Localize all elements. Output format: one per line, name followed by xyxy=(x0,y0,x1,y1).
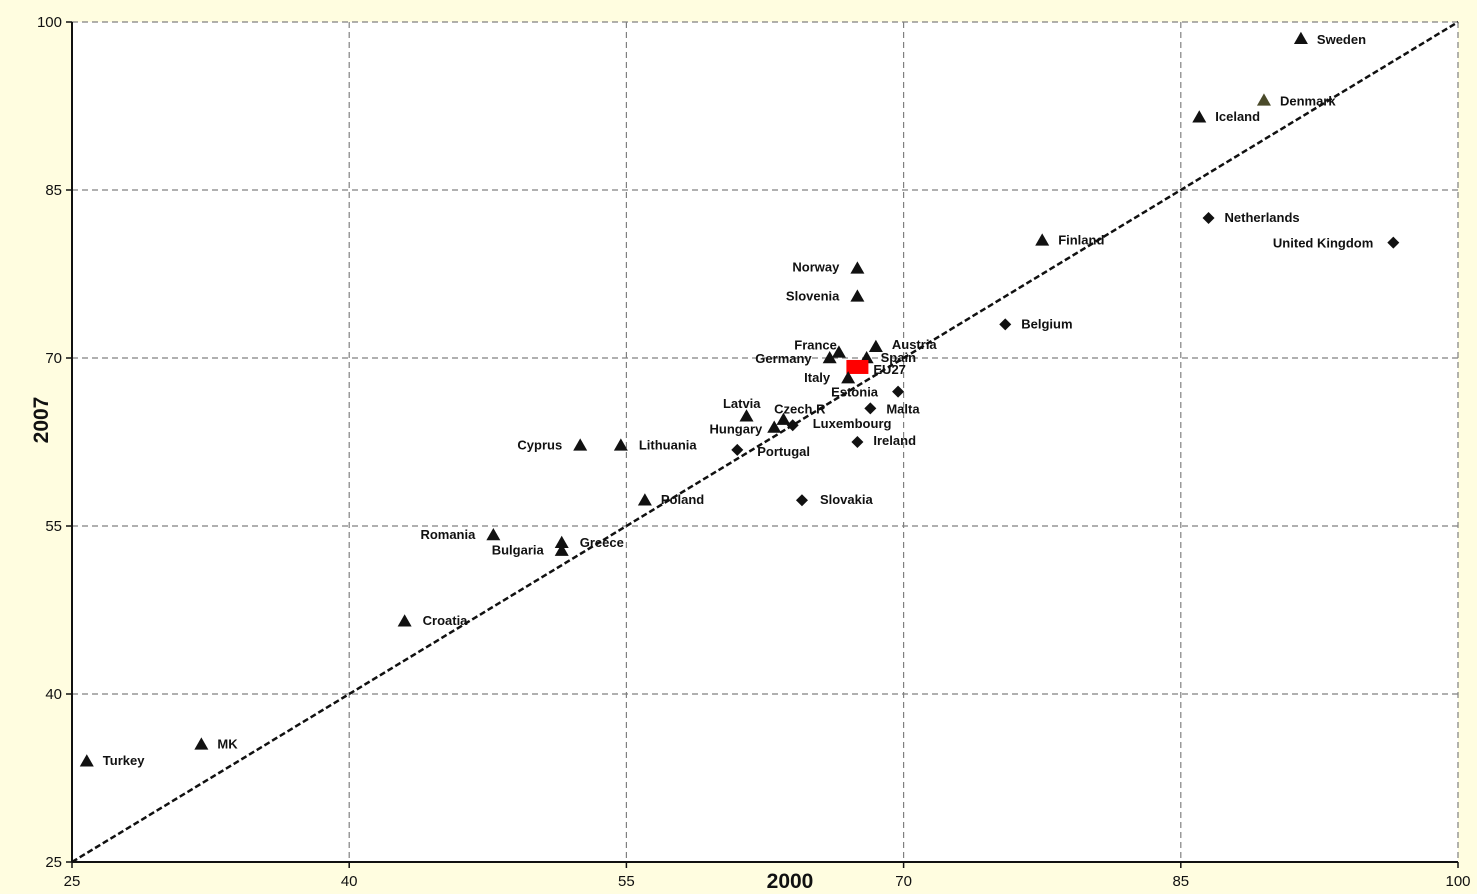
label-france: France xyxy=(794,337,837,352)
point-malta xyxy=(864,402,877,415)
y-tick-label: 100 xyxy=(37,14,62,31)
point-netherlands xyxy=(1202,212,1215,224)
label-ireland: Ireland xyxy=(873,433,916,448)
point-luxembourg xyxy=(786,419,799,432)
y-tick-label: 70 xyxy=(45,350,62,367)
label-czech-r: Czech R xyxy=(774,402,826,417)
point-belgium xyxy=(999,318,1012,331)
x-tick-label: 40 xyxy=(341,873,358,890)
point-ireland xyxy=(851,436,864,448)
x-tick-label: 70 xyxy=(895,873,912,890)
point-mk xyxy=(194,737,209,750)
point-united-kingdom xyxy=(1387,236,1400,249)
label-slovakia: Slovakia xyxy=(820,492,874,507)
y-tick-label: 85 xyxy=(45,182,62,199)
reference-line xyxy=(71,20,1459,864)
point-croatia xyxy=(397,614,412,627)
label-croatia: Croatia xyxy=(423,613,469,628)
point-france xyxy=(831,345,846,358)
y-axis-title: 2007 xyxy=(30,397,53,444)
axes xyxy=(66,21,1459,868)
label-malta: Malta xyxy=(886,401,920,416)
point-latvia xyxy=(739,409,754,422)
point-finland xyxy=(1035,233,1050,246)
label-luxembourg: Luxembourg xyxy=(813,416,892,431)
label-united-kingdom: United Kingdom xyxy=(1273,236,1373,251)
point-cyprus xyxy=(573,438,588,451)
point-poland xyxy=(637,493,652,506)
label-eu27: EU27 xyxy=(873,362,906,377)
label-slovenia: Slovenia xyxy=(786,288,840,303)
reference-line-group xyxy=(71,20,1459,864)
label-greece: Greece xyxy=(580,535,624,550)
label-austria: Austria xyxy=(892,337,938,352)
data-points xyxy=(79,31,1400,767)
point-slovakia xyxy=(795,494,808,507)
point-austria xyxy=(868,339,883,353)
x-tick-label: 100 xyxy=(1445,873,1470,890)
label-estonia: Estonia xyxy=(831,385,879,400)
label-turkey: Turkey xyxy=(103,753,145,768)
point-estonia xyxy=(892,385,905,398)
label-cyprus: Cyprus xyxy=(517,437,562,452)
label-latvia: Latvia xyxy=(723,396,761,411)
label-hungary: Hungary xyxy=(710,421,764,436)
point-denmark xyxy=(1256,93,1271,106)
point-germany xyxy=(822,351,837,364)
label-norway: Norway xyxy=(792,259,840,274)
point-norway xyxy=(850,261,865,274)
label-romania: Romania xyxy=(420,527,476,542)
point-eu27 xyxy=(846,359,869,374)
x-tick-label: 85 xyxy=(1172,873,1189,890)
label-poland: Poland xyxy=(661,492,704,507)
x-axis-title: 2000 xyxy=(767,870,814,893)
point-greece xyxy=(554,535,569,549)
label-sweden: Sweden xyxy=(1317,32,1366,47)
label-lithuania: Lithuania xyxy=(639,437,698,452)
point-bulgaria xyxy=(554,543,569,556)
x-tick-label: 55 xyxy=(618,873,635,890)
point-hungary xyxy=(767,420,782,433)
label-iceland: Iceland xyxy=(1215,109,1260,124)
label-bulgaria: Bulgaria xyxy=(492,543,545,558)
point-czech-r xyxy=(776,412,791,425)
y-tick-label: 55 xyxy=(45,518,62,535)
label-italy: Italy xyxy=(804,370,831,385)
label-netherlands: Netherlands xyxy=(1225,210,1300,225)
label-belgium: Belgium xyxy=(1021,316,1072,331)
point-slovenia xyxy=(850,289,865,302)
x-tick-label: 25 xyxy=(64,873,81,890)
point-turkey xyxy=(79,754,94,767)
point-labels: Sweden Denmark Iceland Netherlands United Ki… xyxy=(103,32,1374,768)
point-lithuania xyxy=(613,438,628,451)
point-iceland xyxy=(1192,110,1207,123)
label-denmark: Denmark xyxy=(1280,93,1336,108)
point-sweden xyxy=(1293,31,1308,45)
point-italy xyxy=(841,371,856,384)
point-romania xyxy=(486,527,501,541)
label-mk: MK xyxy=(217,736,238,751)
label-finland: Finland xyxy=(1058,232,1104,247)
label-spain: Spain xyxy=(881,350,916,365)
y-tick-label: 25 xyxy=(45,854,62,871)
y-tick-label: 40 xyxy=(45,686,62,703)
label-portugal: Portugal xyxy=(757,444,810,459)
point-portugal xyxy=(731,443,744,456)
tick-labels: 25 40 55 70 85 100 25 40 55 70 85 100 xyxy=(37,14,1471,890)
label-germany: Germany xyxy=(755,351,812,366)
